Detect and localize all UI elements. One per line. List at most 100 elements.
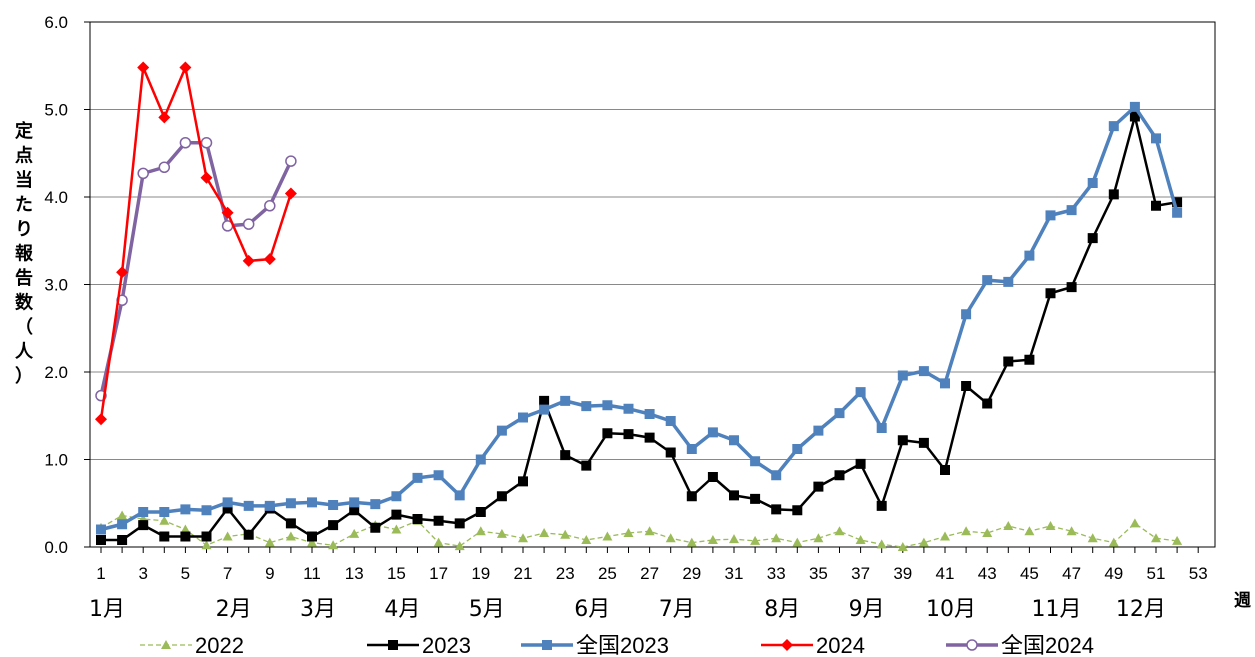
data-point xyxy=(707,427,718,438)
data-point xyxy=(1003,521,1014,530)
y-axis-label-char: 数 xyxy=(15,292,34,314)
data-point xyxy=(349,528,360,538)
x-tick-label: 33 xyxy=(767,564,786,583)
data-point xyxy=(328,520,339,531)
data-point xyxy=(1045,288,1056,299)
legend-item: 全国2023 xyxy=(521,633,669,657)
data-point xyxy=(349,505,360,516)
x-tick-label: 21 xyxy=(514,564,533,583)
series-line xyxy=(101,115,1178,542)
month-label: 2月 xyxy=(216,597,252,622)
data-point xyxy=(813,533,824,543)
data-point xyxy=(1087,178,1098,188)
x-tick-label: 15 xyxy=(387,564,406,583)
data-point xyxy=(644,409,655,419)
data-point xyxy=(454,518,465,529)
data-point xyxy=(876,500,887,511)
data-point xyxy=(686,537,697,547)
data-point xyxy=(876,423,887,433)
data-point xyxy=(560,529,571,539)
data-point xyxy=(117,510,128,520)
data-point xyxy=(918,437,929,448)
data-point xyxy=(729,534,739,544)
data-point xyxy=(1045,521,1056,530)
month-label: 5月 xyxy=(469,597,505,622)
legend-item: 2022 xyxy=(140,633,244,657)
data-point xyxy=(1024,354,1035,365)
data-point xyxy=(1129,101,1140,112)
data-point xyxy=(813,425,824,436)
data-point xyxy=(813,481,824,492)
legend-marker xyxy=(542,640,552,650)
data-point xyxy=(1172,207,1183,218)
y-axis-label-char: た xyxy=(15,195,33,216)
data-point xyxy=(1151,200,1161,211)
legend-item: 2024 xyxy=(761,633,865,657)
data-point xyxy=(243,529,254,540)
series-line xyxy=(99,66,293,420)
data-point xyxy=(1024,526,1035,536)
month-label: 3月 xyxy=(300,597,336,622)
x-tick-label: 37 xyxy=(851,564,870,583)
data-point xyxy=(707,472,718,482)
legend-label: 全国2024 xyxy=(1001,633,1094,657)
series-2023 xyxy=(96,111,1183,545)
data-point xyxy=(412,514,423,524)
series-全国2023 xyxy=(96,101,1183,535)
y-axis-label-char: 報 xyxy=(15,243,34,265)
data-point xyxy=(222,531,233,541)
data-point xyxy=(750,493,761,504)
x-tick-label: 1 xyxy=(96,564,105,583)
y-tick-label: 6.0 xyxy=(44,13,68,32)
data-point xyxy=(496,491,507,502)
data-point xyxy=(834,526,845,536)
legend-marker xyxy=(161,640,171,649)
data-point xyxy=(285,518,296,529)
y-tick-label: 2.0 xyxy=(44,363,68,382)
month-label: 12月 xyxy=(1116,597,1166,622)
data-point xyxy=(1066,526,1077,536)
data-point xyxy=(560,450,571,461)
data-point xyxy=(117,535,128,545)
data-point xyxy=(855,387,866,398)
y-axis-label-char: 人 xyxy=(15,342,34,363)
data-point xyxy=(96,524,106,535)
data-point xyxy=(982,398,993,409)
series-line xyxy=(100,514,1178,548)
data-point xyxy=(454,541,465,551)
data-point xyxy=(179,61,192,74)
x-tick-label: 41 xyxy=(936,564,955,583)
data-point xyxy=(285,155,297,167)
data-point xyxy=(433,470,444,481)
data-point xyxy=(180,531,191,542)
grid-lines xyxy=(90,21,1215,460)
data-point xyxy=(560,395,571,406)
data-point xyxy=(750,456,761,467)
data-point xyxy=(138,520,149,531)
y-axis-label-char: り xyxy=(15,219,33,240)
legend-label: 全国2023 xyxy=(576,633,669,657)
data-point xyxy=(982,528,993,537)
legend-label: 2024 xyxy=(816,633,865,657)
data-point xyxy=(1129,518,1140,528)
data-point xyxy=(1024,250,1035,261)
data-point xyxy=(834,408,845,419)
data-point xyxy=(496,425,507,436)
x-tick-label: 9 xyxy=(265,564,274,583)
series-line xyxy=(100,105,1179,532)
legend-marker xyxy=(781,639,793,651)
data-point xyxy=(159,531,170,542)
month-label: 7月 xyxy=(659,597,695,622)
x-tick-label: 35 xyxy=(809,564,828,583)
legend: 2022 2023 全国2023 2024 全国2024 xyxy=(140,633,1094,657)
data-point xyxy=(792,444,803,454)
data-point xyxy=(855,458,866,469)
legend-item: 2023 xyxy=(367,633,471,657)
data-point xyxy=(433,537,444,547)
month-label: 8月 xyxy=(764,597,800,622)
y-axis-label-char: 点 xyxy=(15,145,33,167)
data-point xyxy=(307,497,317,508)
data-point xyxy=(180,524,191,534)
data-point xyxy=(328,500,339,510)
